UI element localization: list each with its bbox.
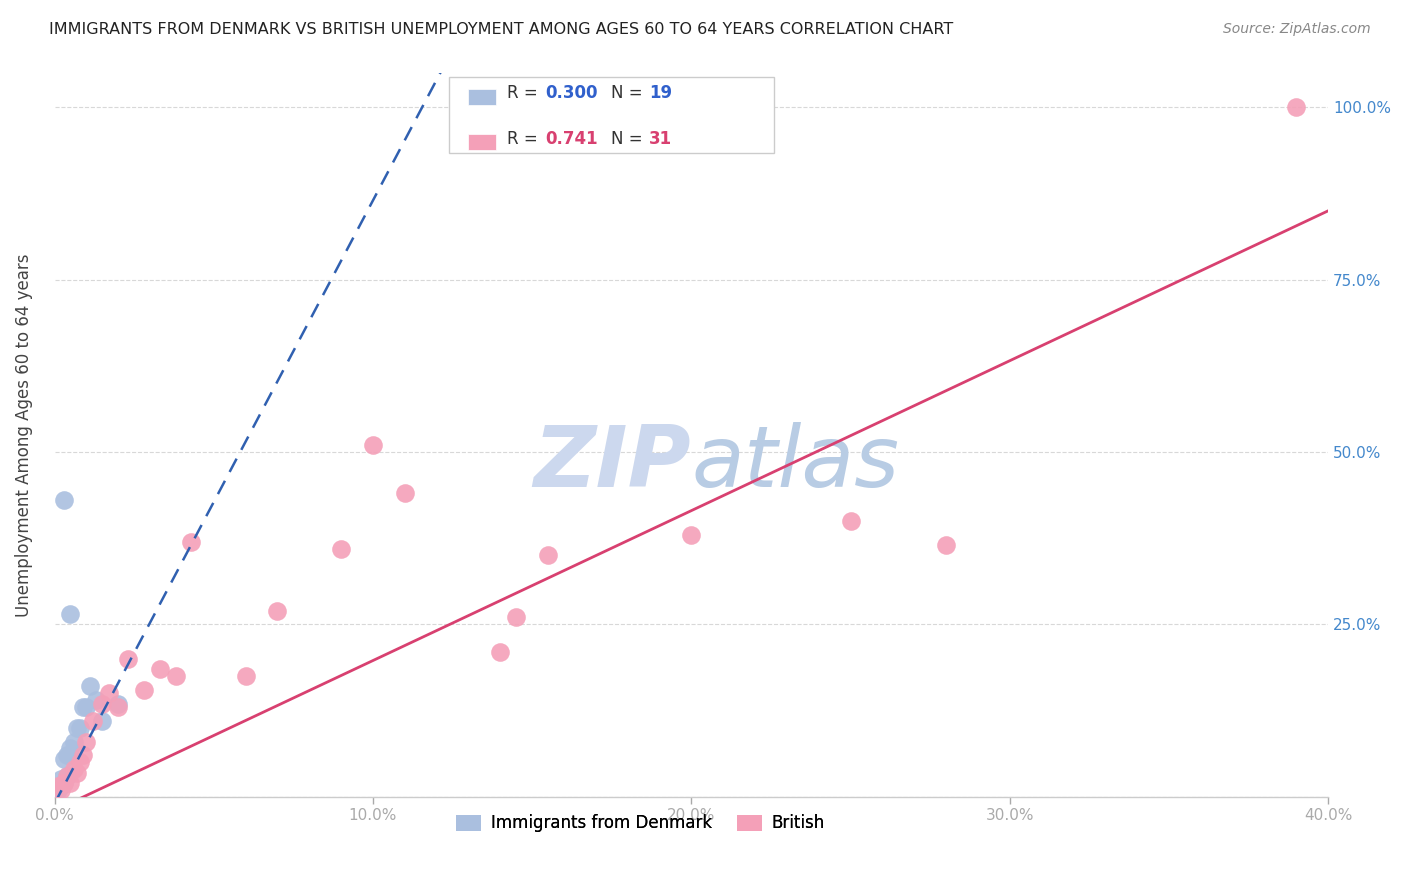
Point bbox=[59, 607, 82, 621]
Point bbox=[56, 769, 79, 783]
Point bbox=[489, 645, 512, 659]
Point bbox=[165, 669, 187, 683]
Point bbox=[49, 780, 72, 794]
Point bbox=[505, 610, 527, 624]
Text: 0.300: 0.300 bbox=[546, 84, 598, 103]
Text: ZIP: ZIP bbox=[534, 422, 692, 505]
Point bbox=[839, 514, 862, 528]
Point bbox=[91, 697, 114, 711]
Text: 31: 31 bbox=[650, 130, 672, 148]
Point bbox=[53, 776, 76, 790]
Point bbox=[56, 748, 79, 763]
Text: IMMIGRANTS FROM DENMARK VS BRITISH UNEMPLOYMENT AMONG AGES 60 TO 64 YEARS CORREL: IMMIGRANTS FROM DENMARK VS BRITISH UNEMP… bbox=[49, 22, 953, 37]
Text: 0.741: 0.741 bbox=[546, 130, 598, 148]
Point bbox=[59, 741, 82, 756]
Text: N =: N = bbox=[612, 84, 643, 103]
Point bbox=[46, 780, 69, 794]
Point bbox=[107, 700, 129, 714]
Point bbox=[72, 700, 94, 714]
Point bbox=[49, 782, 72, 797]
Point bbox=[149, 662, 172, 676]
Point bbox=[107, 697, 129, 711]
Point bbox=[75, 700, 97, 714]
Text: R =: R = bbox=[506, 130, 537, 148]
Point bbox=[82, 714, 104, 728]
Point bbox=[66, 765, 89, 780]
Point bbox=[79, 680, 101, 694]
Point bbox=[69, 755, 91, 769]
Legend: Immigrants from Denmark, British: Immigrants from Denmark, British bbox=[449, 807, 832, 839]
Point bbox=[49, 772, 72, 787]
Point bbox=[53, 752, 76, 766]
Point bbox=[537, 549, 560, 563]
Text: Source: ZipAtlas.com: Source: ZipAtlas.com bbox=[1223, 22, 1371, 37]
Point bbox=[681, 528, 703, 542]
FancyBboxPatch shape bbox=[450, 77, 775, 153]
Point bbox=[132, 682, 155, 697]
Bar bbox=[468, 89, 496, 105]
Text: atlas: atlas bbox=[692, 422, 900, 505]
Point bbox=[91, 714, 114, 728]
Point bbox=[84, 693, 107, 707]
Point bbox=[56, 769, 79, 783]
Point bbox=[62, 762, 84, 776]
Text: R =: R = bbox=[506, 84, 537, 103]
Point bbox=[97, 686, 120, 700]
Point bbox=[46, 782, 69, 797]
Point bbox=[117, 652, 139, 666]
Point bbox=[235, 669, 257, 683]
Bar bbox=[468, 135, 496, 151]
Point bbox=[69, 721, 91, 735]
Point bbox=[180, 534, 202, 549]
Point bbox=[266, 604, 288, 618]
Point bbox=[330, 541, 353, 556]
Point bbox=[394, 486, 416, 500]
Text: N =: N = bbox=[612, 130, 643, 148]
Point bbox=[72, 748, 94, 763]
Point bbox=[935, 538, 957, 552]
Point bbox=[1285, 100, 1308, 114]
Point bbox=[53, 493, 76, 508]
Point bbox=[59, 776, 82, 790]
Point bbox=[62, 734, 84, 748]
Point bbox=[53, 776, 76, 790]
Point bbox=[66, 721, 89, 735]
Point bbox=[75, 734, 97, 748]
Y-axis label: Unemployment Among Ages 60 to 64 years: Unemployment Among Ages 60 to 64 years bbox=[15, 253, 32, 616]
Point bbox=[361, 438, 384, 452]
Text: 19: 19 bbox=[650, 84, 672, 103]
